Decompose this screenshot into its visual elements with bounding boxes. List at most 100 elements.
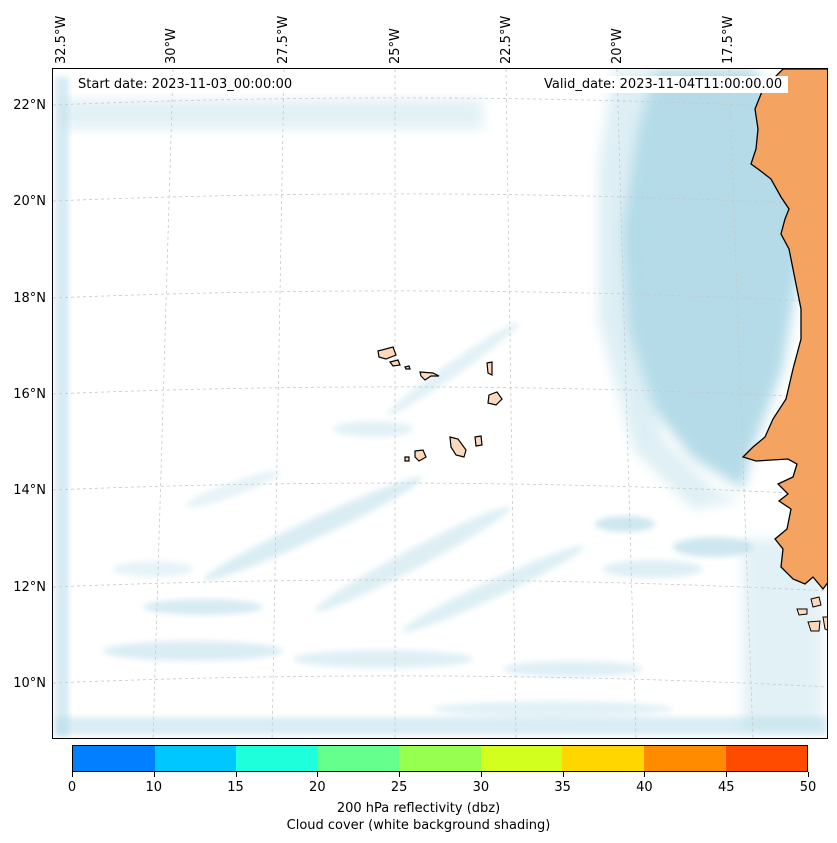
colorbar-tick xyxy=(644,772,646,777)
cloud-streak xyxy=(204,477,422,581)
colorbar-tick xyxy=(480,772,482,777)
coastal-island xyxy=(796,608,808,616)
cape-verde-islands xyxy=(377,346,503,462)
coastal-cloud-band-outer xyxy=(598,69,743,509)
lat-label-20n: 20°N xyxy=(13,194,46,209)
colorbar-tick xyxy=(726,772,728,777)
colorbar-segment xyxy=(154,746,237,771)
colorbar-caption-reflectivity: 200 hPa reflectivity (dbz) xyxy=(336,801,501,816)
island-sal xyxy=(486,361,493,376)
meridian-20w xyxy=(616,69,637,738)
bissagos-islands xyxy=(796,596,827,632)
colorbar-tick-label: 25 xyxy=(390,780,408,795)
lat-label-12n: 12°N xyxy=(13,580,46,595)
cloud-streak xyxy=(387,322,519,416)
island-sao-nicolau xyxy=(419,371,440,381)
colorbar-tick-label: 35 xyxy=(554,780,571,795)
colorbar-segment xyxy=(562,746,644,771)
lat-label-14n: 14°N xyxy=(13,483,46,498)
cloud-streak xyxy=(315,506,511,612)
cloud-cover-layer xyxy=(55,69,827,737)
colorbar-tick-label: 20 xyxy=(309,780,326,795)
colorbar-segment xyxy=(236,746,318,771)
map-panel[interactable] xyxy=(52,68,828,739)
colorbar-tick-label: 0 xyxy=(67,780,77,795)
island-maio xyxy=(474,435,483,447)
colorbar-segment xyxy=(399,746,481,771)
island-santiago xyxy=(449,436,467,458)
cloud-streak xyxy=(603,560,703,578)
parallel-18n xyxy=(53,290,827,303)
island-santo-antao xyxy=(377,346,397,360)
africa-landmass xyxy=(741,69,827,591)
parallel-22n xyxy=(53,97,827,110)
parallel-12n xyxy=(53,579,827,592)
edge-band-bottom xyxy=(55,717,827,735)
colorbar-tick xyxy=(399,772,401,777)
colorbar-tick xyxy=(317,772,319,777)
cloud-streak xyxy=(503,661,643,677)
island-brava xyxy=(404,456,410,462)
edge-band-top xyxy=(63,99,483,129)
lat-label-16n: 16°N xyxy=(13,387,46,402)
valid-date-label: Valid_date: 2023-11-04T11:00:00.00 xyxy=(538,76,789,93)
colorbar-tick xyxy=(562,772,564,777)
colorbar-tick xyxy=(808,772,809,777)
lon-label-27-5w: 27.5°W xyxy=(276,15,291,64)
cloud-streak xyxy=(103,641,283,661)
cloud-streak xyxy=(113,561,193,577)
parallel-16n xyxy=(53,386,827,399)
parallel-20n xyxy=(53,193,827,206)
island-boa-vista xyxy=(487,391,503,406)
cloud-streak xyxy=(673,537,753,557)
graticule xyxy=(53,69,827,738)
colorbar-tick-label: 45 xyxy=(717,780,735,795)
cloud-streak xyxy=(433,701,673,717)
island-sao-vicente xyxy=(388,359,401,367)
lon-label-25w: 25°W xyxy=(388,28,403,64)
colorbar-tick xyxy=(153,772,155,777)
colorbar-segment xyxy=(643,746,726,771)
colorbar-tick xyxy=(235,772,237,777)
colorbar-tick-label: 50 xyxy=(799,780,817,795)
lon-label-22-5w: 22.5°W xyxy=(499,15,514,64)
parallel-14n xyxy=(53,482,827,496)
cloud-streak xyxy=(595,516,655,532)
cloud-streak xyxy=(143,599,263,615)
meridian-30w xyxy=(152,69,174,738)
lat-label-10n: 10°N xyxy=(13,676,46,691)
colorbar-tick-label: 30 xyxy=(472,780,490,795)
cloud-streak xyxy=(402,545,584,633)
colorbar-segment xyxy=(317,746,400,771)
lon-label-20w: 20°W xyxy=(610,28,625,64)
cloud-streak xyxy=(333,421,413,437)
colorbar-tick-label: 10 xyxy=(145,780,163,795)
colorbar-segment xyxy=(480,746,563,771)
island-fogo xyxy=(414,449,427,462)
island-santa-luzia xyxy=(404,365,411,370)
coastal-island xyxy=(810,596,822,608)
start-date-label: Start date: 2023-11-03_00:00:00 xyxy=(72,76,299,93)
edge-band-left xyxy=(55,77,69,737)
lon-label-32-5w: 32.5°W xyxy=(54,15,69,64)
meridian-27-5w xyxy=(271,69,285,738)
cloud-streak xyxy=(185,470,281,508)
lon-label-30w: 30°W xyxy=(164,28,179,64)
lon-label-17-5w: 17.5°W xyxy=(721,15,736,64)
parallel-10n xyxy=(53,675,827,688)
map-canvas xyxy=(53,69,827,738)
meridian-22-5w xyxy=(505,69,517,738)
colorbar-segment xyxy=(73,746,155,771)
colorbar-tick-label: 40 xyxy=(636,780,653,795)
colorbar-tick-label: 15 xyxy=(227,780,244,795)
cloud-streak xyxy=(293,650,473,668)
colorbar-tick xyxy=(72,772,73,777)
lat-label-18n: 18°N xyxy=(13,291,46,306)
meridian-17-5w xyxy=(728,69,754,738)
colorbar-caption-cloud-cover: Cloud cover (white background shading) xyxy=(286,818,551,833)
lat-label-22n: 22°N xyxy=(13,98,46,113)
coastal-cloud-band xyxy=(623,69,803,489)
coastal-island xyxy=(822,616,827,631)
coastal-island xyxy=(807,620,821,632)
colorbar-segment xyxy=(725,746,808,771)
